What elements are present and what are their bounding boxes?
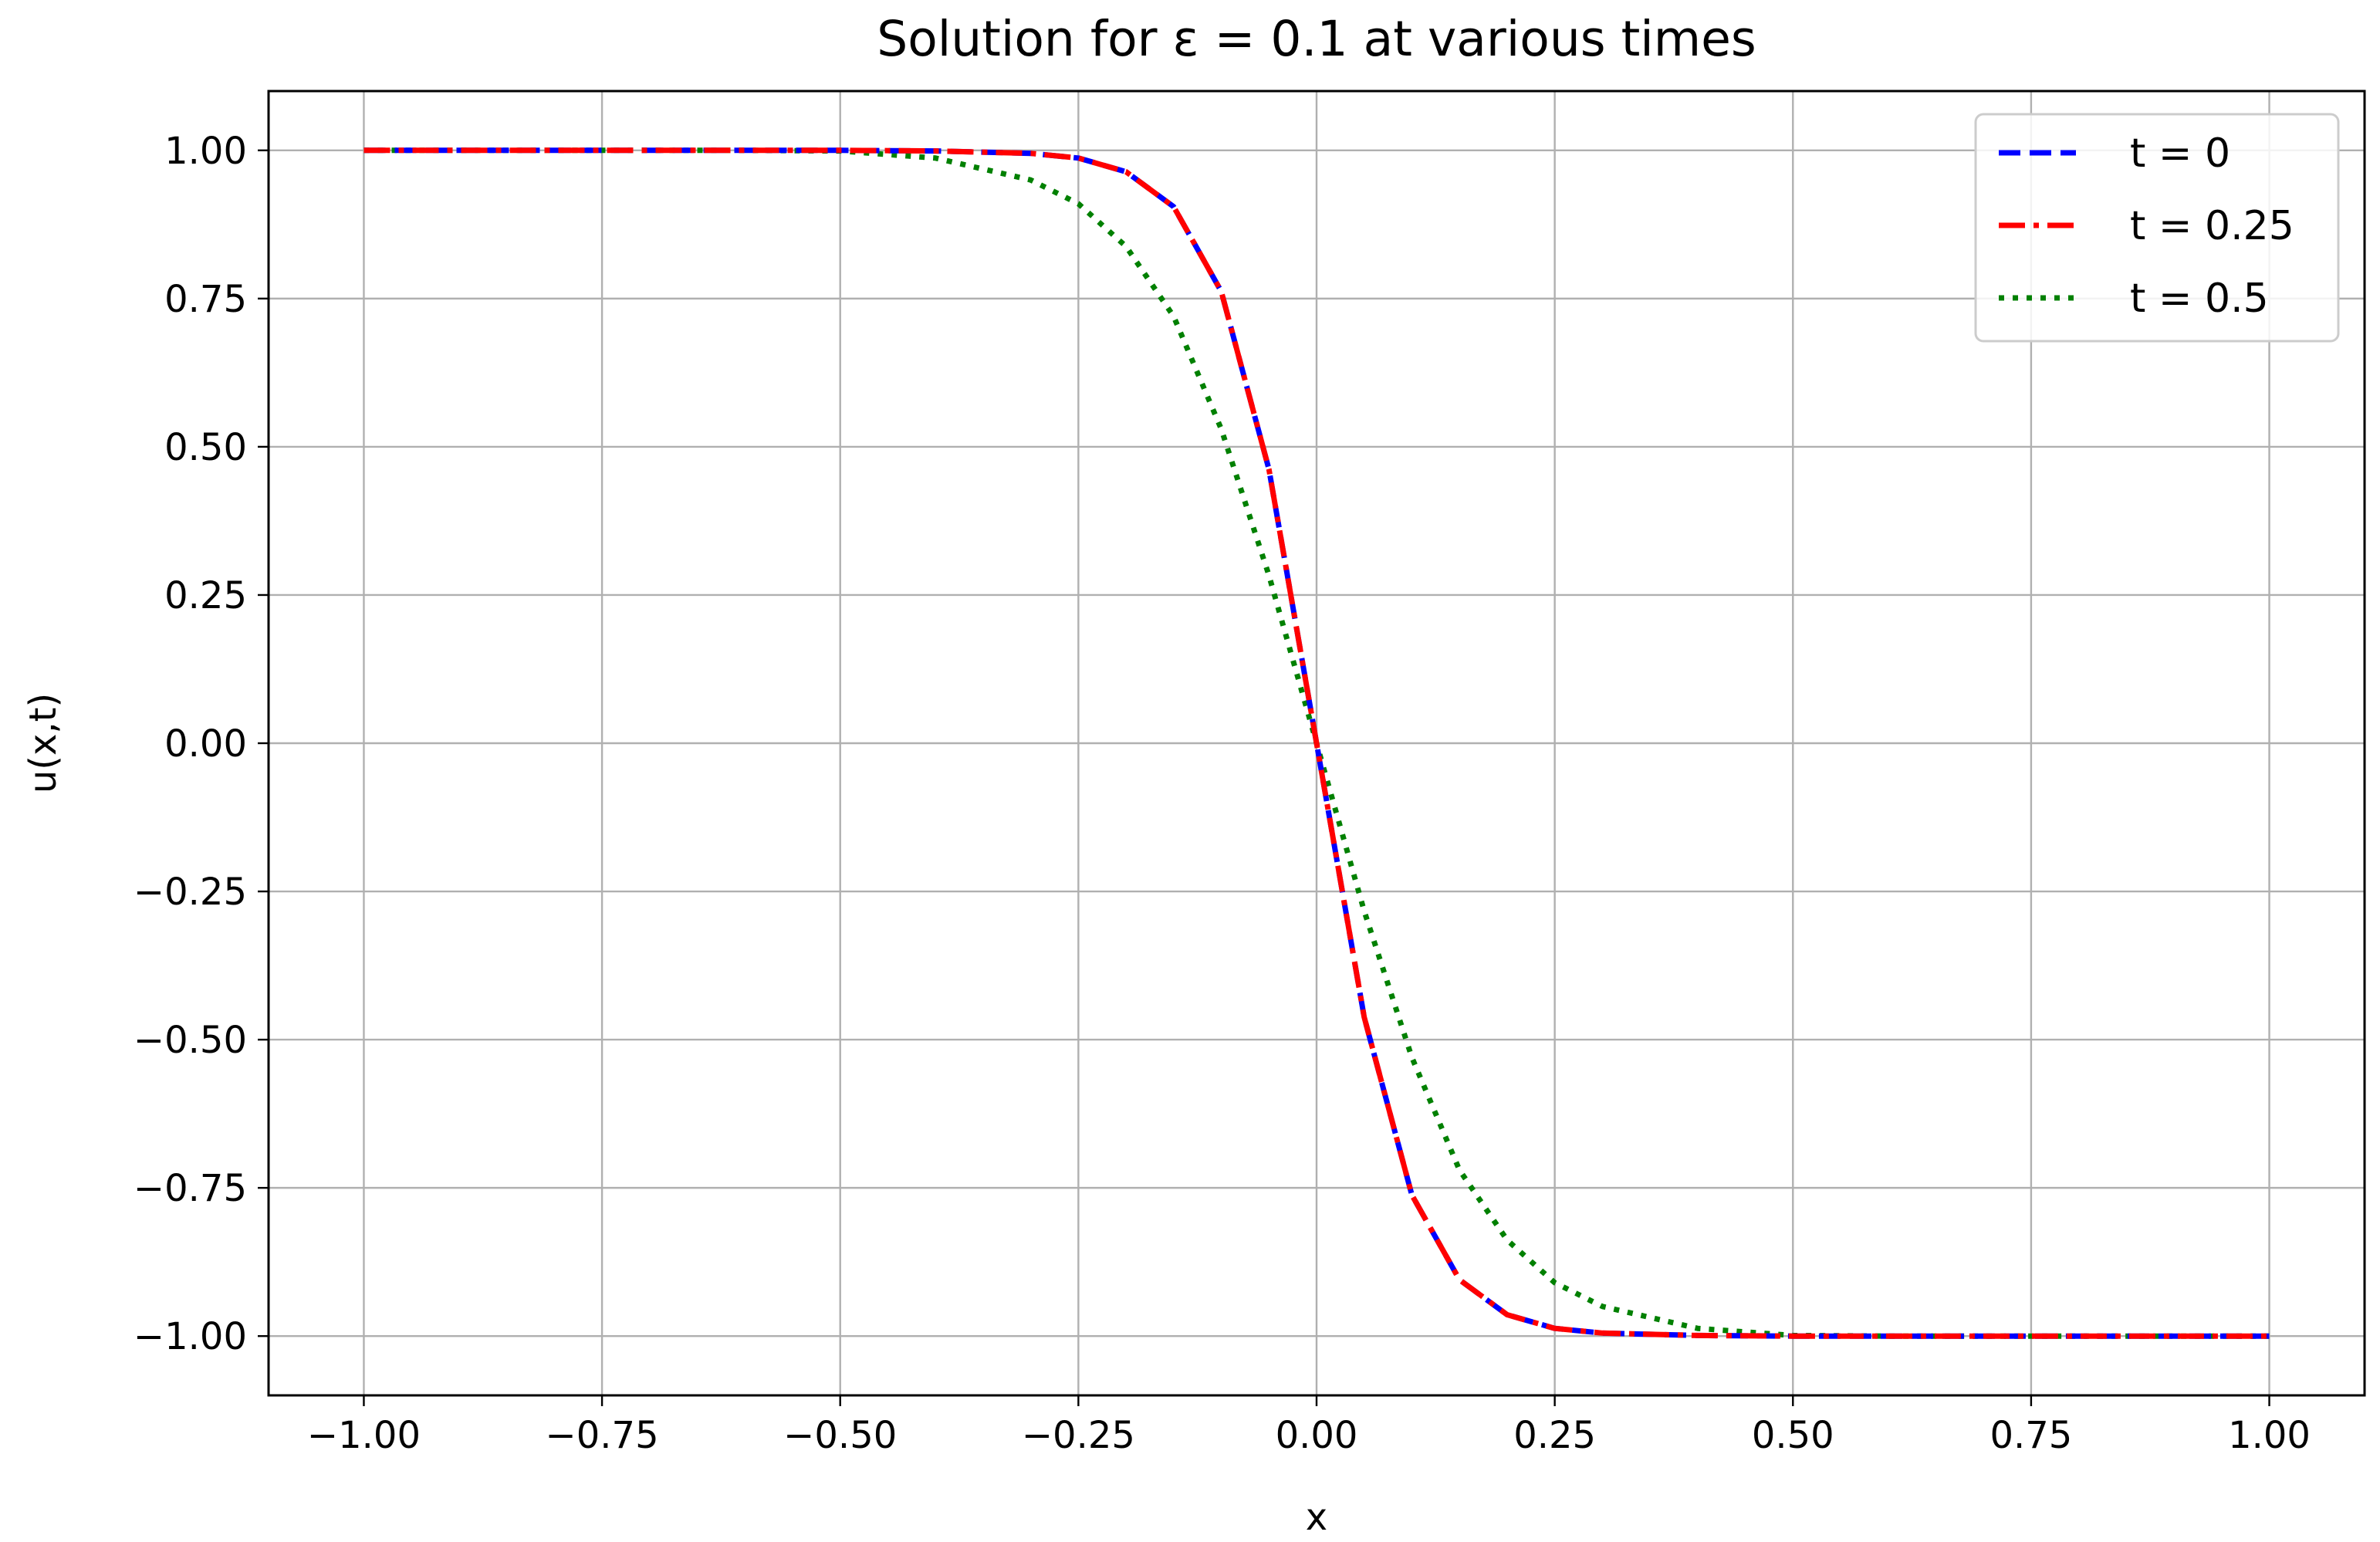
x-tick-label: 0.25 [1513, 1414, 1596, 1457]
x-tick-label: 1.00 [2228, 1414, 2311, 1457]
y-axis-label: u(x,t) [22, 693, 65, 793]
y-tick-label: 0.50 [164, 426, 247, 469]
series-lines [363, 147, 2270, 1339]
series-line-1 [363, 147, 2270, 1339]
y-tick-label: −1.00 [134, 1315, 247, 1358]
legend-box [1974, 113, 2340, 343]
x-tick-label: 0.75 [1990, 1414, 2072, 1457]
y-axis-ticks: 1.00 0.75 0.50 0.25 0.00 −0.25 −0.50 −0.75 −1.00 [134, 130, 269, 1358]
x-tick-label: −1.00 [307, 1414, 421, 1457]
x-tick-label: 0.50 [1752, 1414, 1834, 1457]
legend-label-0: t = 0 [2130, 130, 2230, 177]
x-tick-label: −0.50 [783, 1414, 897, 1457]
x-tick-label: −0.75 [546, 1414, 659, 1457]
legend-label-2: t = 0.5 [2130, 276, 2269, 322]
x-axis-ticks: −1.00 −0.75 −0.50 −0.25 0.00 0.25 0.50 0.75 1.00 [307, 1395, 2311, 1457]
chart-title: Solution for ε = 0.1 at various times [877, 11, 1756, 67]
y-tick-label: 0.75 [164, 278, 247, 321]
y-tick-label: 0.00 [164, 722, 247, 766]
y-tick-label: −0.75 [134, 1167, 247, 1210]
y-tick-label: 1.00 [164, 130, 247, 173]
y-tick-label: 0.25 [164, 574, 247, 617]
x-tick-label: 0.00 [1276, 1414, 1358, 1457]
legend-items: t = 0 t = 0.25 t = 0.5 [1999, 130, 2294, 322]
x-tick-label: −0.25 [1022, 1414, 1135, 1457]
x-axis-label: x [1306, 1496, 1327, 1539]
y-tick-label: −0.50 [134, 1019, 247, 1062]
legend-label-1: t = 0.25 [2130, 203, 2294, 249]
legend: t = 0 t = 0.25 t = 0.5 [1974, 113, 2340, 343]
y-tick-label: −0.25 [134, 871, 247, 914]
